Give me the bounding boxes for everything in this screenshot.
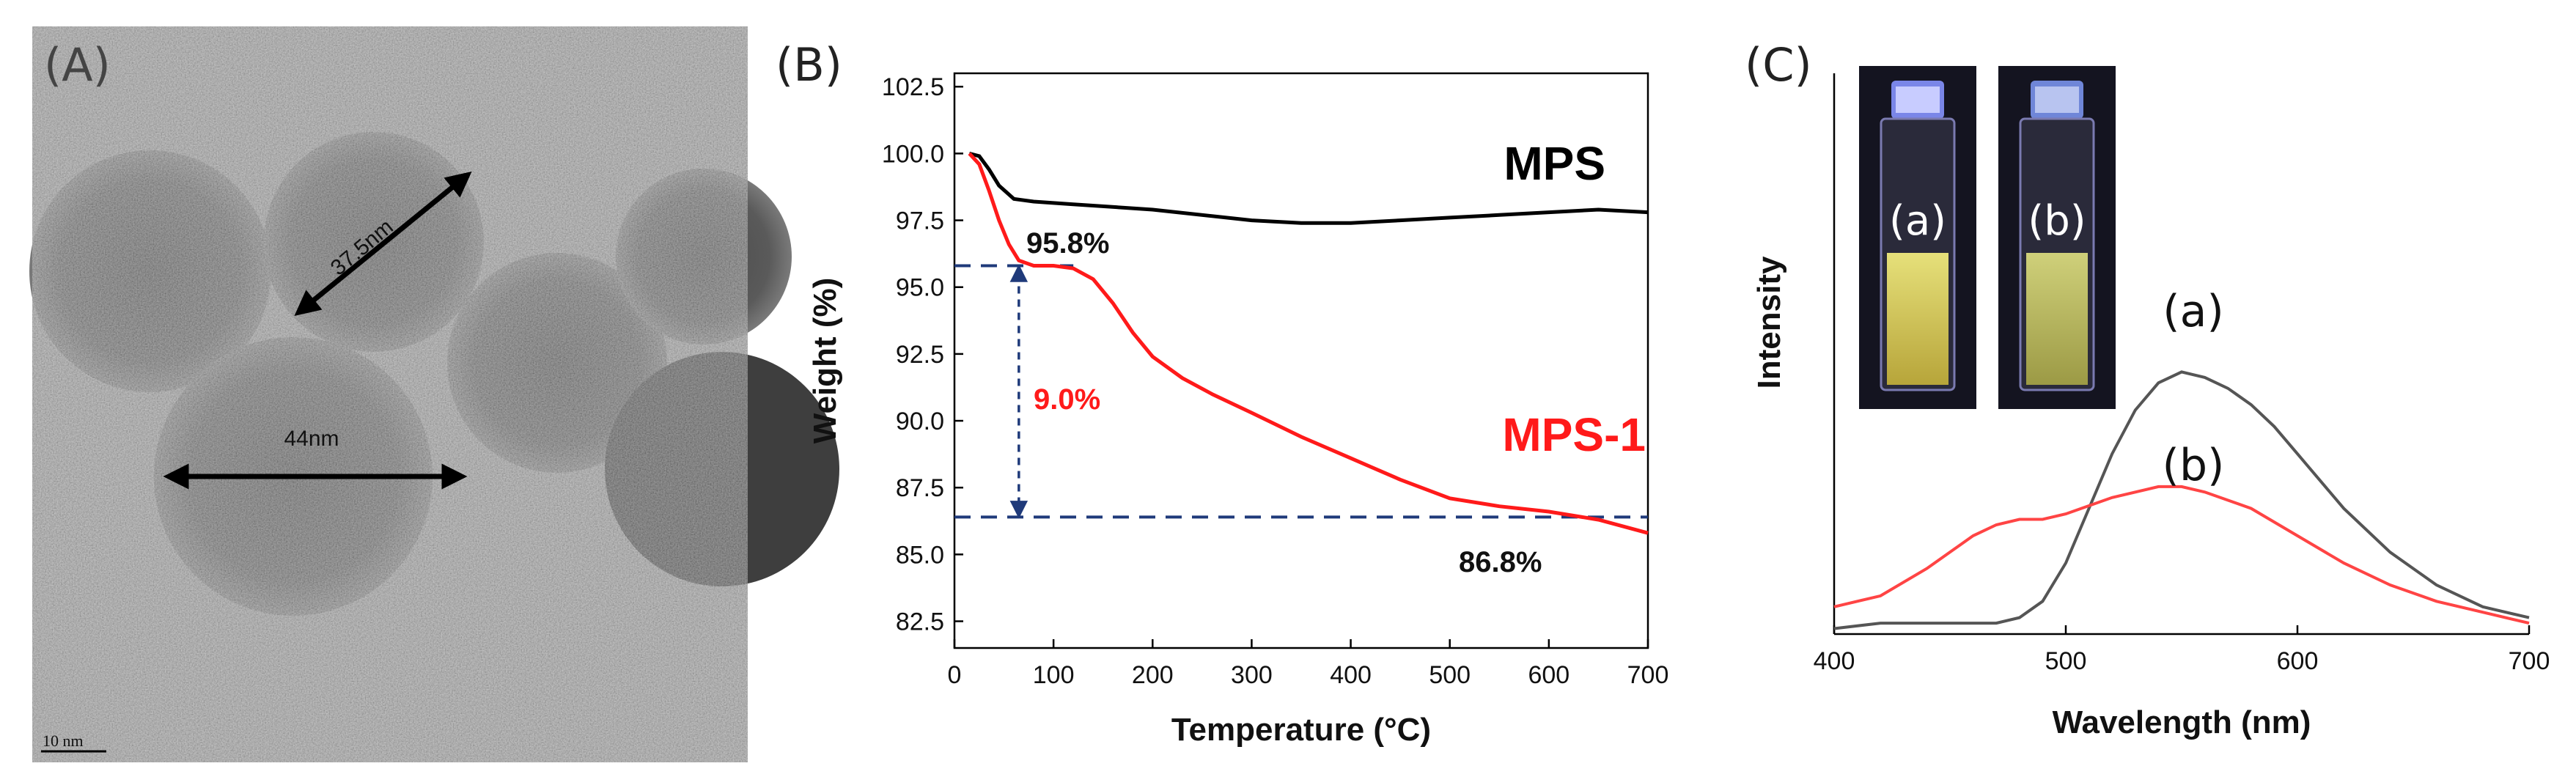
series-line-b xyxy=(1833,485,2530,625)
measure-arrow-diagonal xyxy=(294,171,472,317)
panel-a-tem-image: 37.5nm 44nm 10 nm (A) xyxy=(29,26,839,762)
y-tick-label: 90.0 xyxy=(896,408,944,435)
x-tick-label: 500 xyxy=(2045,647,2087,675)
y-tick-label: 82.5 xyxy=(896,608,944,636)
y-tick-label: 100.0 xyxy=(882,140,944,168)
y-tick-label: 97.5 xyxy=(896,207,944,235)
panel-b-tga-chart: (B) 0 100 200 300 400 500 600 700 82.5 85.0 87.5 90… xyxy=(776,38,1668,748)
panel-label-a: (A) xyxy=(44,38,111,92)
curve-label-b: (b) xyxy=(2163,440,2225,491)
x-axis-title-c: Wavelength (nm) xyxy=(2053,704,2311,740)
inset-photo-b: (b) xyxy=(1998,66,2116,409)
c-axis-ticks: 400 500 600 700 xyxy=(1814,625,2550,675)
panel-label-c: (C) xyxy=(1745,38,1812,92)
y-axis-title-c: Intensity xyxy=(1751,256,1787,388)
x-tick-label: 400 xyxy=(1330,661,1372,689)
annotation-9-0: 9.0% xyxy=(1034,383,1100,416)
inset-label-b: (b) xyxy=(2028,197,2086,245)
x-tick-label: 600 xyxy=(2277,647,2319,675)
annotation-95-8: 95.8% xyxy=(1026,227,1109,259)
y-tick-label: 87.5 xyxy=(896,474,944,502)
series-label-mps-1: MPS-1 xyxy=(1502,408,1646,461)
annotation-86-8: 86.8% xyxy=(1459,546,1542,578)
y-tick-label: 102.5 xyxy=(882,73,944,101)
curve-label-a: (a) xyxy=(2163,286,2224,337)
tem-noise xyxy=(32,26,748,762)
series-label-mps: MPS xyxy=(1504,137,1605,190)
inset-label-a: (a) xyxy=(1889,197,1946,245)
x-tick-label: 700 xyxy=(1627,661,1669,689)
x-axis-title-b: Temperature (°C) xyxy=(1171,712,1431,748)
y-tick-label: 85.0 xyxy=(896,541,944,569)
plot-frame-b xyxy=(953,72,1649,649)
series-line-a xyxy=(1833,370,2530,630)
x-tick-label: 600 xyxy=(1528,661,1569,689)
y-tick-label: 92.5 xyxy=(896,341,944,369)
series-line-mps xyxy=(968,151,1649,225)
series-line-mps-1 xyxy=(968,152,1649,535)
measure-label-44nm: 44nm xyxy=(284,427,339,451)
panel-c-pl-chart: (C) 400 500 600 700 (a) (b) Wavelength (nm)… xyxy=(1745,38,2550,740)
panel-label-b: (B) xyxy=(776,38,842,92)
x-tick-label: 400 xyxy=(1814,647,1855,675)
x-tick-label: 100 xyxy=(1033,661,1075,689)
x-tick-label: 700 xyxy=(2509,647,2550,675)
x-tick-label: 500 xyxy=(1429,661,1471,689)
x-tick-label: 200 xyxy=(1132,661,1174,689)
y-tick-label: 95.0 xyxy=(896,274,944,302)
x-tick-label: 300 xyxy=(1231,661,1273,689)
y-axis-title-b: Weight (%) xyxy=(807,278,843,444)
scale-bar-label: 10 nm xyxy=(43,732,84,750)
x-tick-label: 0 xyxy=(948,661,962,689)
b-axis-ticks: 0 100 200 300 400 500 600 700 82.5 85.0 87.5 90.0 92… xyxy=(882,73,1668,689)
inset-photo-a: (a) xyxy=(1859,66,1976,409)
